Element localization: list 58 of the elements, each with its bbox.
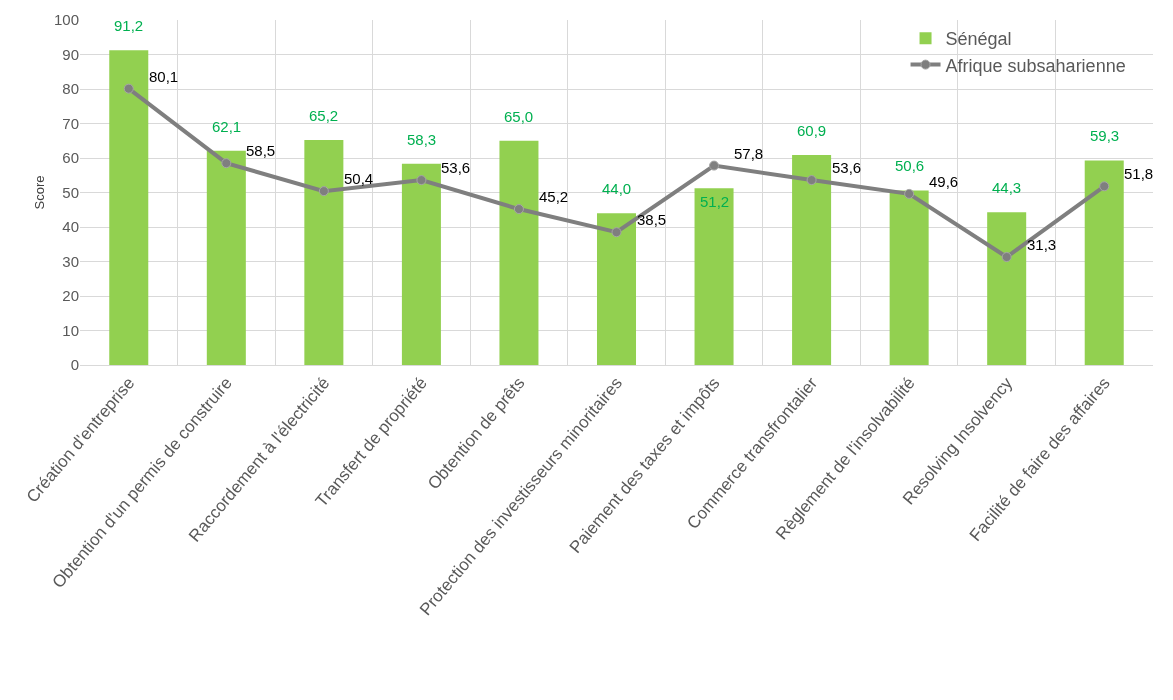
y-tick-label: 80 [62, 80, 79, 98]
data-label: 91,2 [114, 17, 144, 34]
data-label: 44,0 [602, 180, 632, 197]
legend-label: Afrique subsaharienne [945, 55, 1126, 76]
data-label: 58,5 [246, 142, 276, 159]
data-label: 51,8 [1124, 165, 1154, 182]
y-tick-label: 60 [62, 149, 79, 167]
point [806, 175, 817, 186]
bar [1084, 160, 1124, 365]
point [513, 204, 524, 215]
point [1099, 181, 1110, 192]
data-label: 58,3 [407, 131, 437, 148]
data-label: 62,1 [212, 118, 242, 135]
point [709, 160, 720, 171]
data-label: 50,4 [344, 170, 374, 187]
bar [304, 140, 344, 365]
bar [596, 213, 637, 365]
y-tick-label: 40 [62, 218, 79, 236]
point [123, 83, 134, 94]
data-label: 80,1 [149, 68, 179, 85]
data-label: 49,6 [929, 173, 959, 190]
bar [499, 140, 539, 365]
bar [206, 150, 246, 365]
point [611, 227, 622, 238]
data-label: 45,2 [539, 188, 569, 205]
point [416, 175, 427, 186]
point [221, 158, 232, 169]
data-label: 65,0 [504, 108, 534, 125]
bar [889, 190, 929, 365]
y-tick-label: 30 [62, 252, 79, 270]
data-label: 31,3 [1027, 236, 1057, 253]
data-label: 44,3 [992, 179, 1022, 196]
y-tick-label: 20 [62, 287, 79, 305]
y-tick-label: 10 [62, 321, 79, 339]
bar [792, 154, 832, 365]
bar [401, 163, 441, 365]
point [1001, 252, 1012, 263]
point [904, 188, 915, 199]
y-tick-label: 70 [62, 114, 79, 132]
data-label: 50,6 [895, 157, 925, 174]
data-label: 60,9 [797, 122, 827, 139]
data-label: 53,6 [832, 159, 862, 176]
y-tick-label: 90 [62, 45, 79, 63]
data-label: 65,2 [309, 107, 339, 124]
point [318, 186, 329, 197]
bar [109, 50, 149, 365]
y-axis-title: Score [32, 175, 47, 210]
data-label: 51,2 [700, 193, 730, 210]
bar [694, 188, 734, 365]
data-label: 57,8 [734, 145, 764, 162]
y-tick-label: 0 [70, 356, 79, 374]
y-tick-label: 50 [62, 183, 79, 201]
bar [987, 212, 1027, 365]
y-tick-label: 100 [53, 11, 79, 29]
data-label: 38,5 [637, 211, 667, 228]
legend-label: Sénégal [945, 29, 1012, 50]
data-label: 59,3 [1090, 127, 1120, 144]
data-label: 53,6 [441, 159, 471, 176]
